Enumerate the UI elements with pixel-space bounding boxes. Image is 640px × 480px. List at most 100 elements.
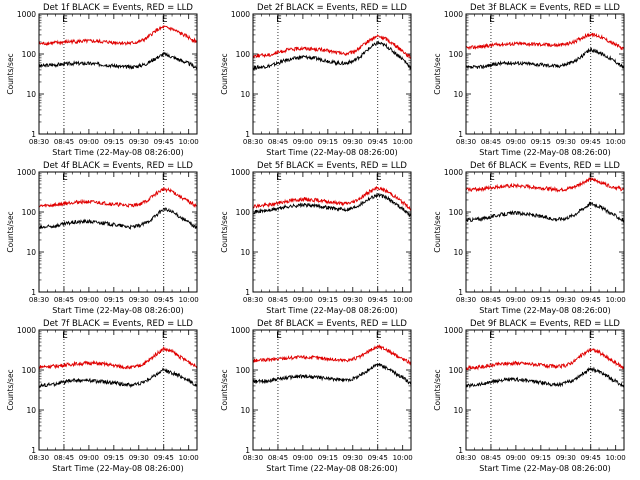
event-marker: E	[62, 15, 68, 25]
event-marker: E	[62, 331, 68, 341]
event-marker: E	[276, 15, 282, 25]
events-series-line	[252, 40, 412, 72]
lld-series-line	[252, 185, 412, 212]
y-tick-label: 10	[240, 406, 250, 415]
x-tick-label: 09:45	[581, 454, 601, 462]
event-marker: E	[376, 331, 382, 341]
chart-panel-3: Det 3f BLACK = Events, RED = LLD Counts/s…	[433, 3, 626, 157]
x-tick-label: 08:30	[243, 454, 263, 462]
x-tick-label: 08:30	[456, 296, 476, 304]
x-tick-label: 09:00	[293, 138, 313, 146]
plot-frame	[38, 171, 198, 293]
y-tick-label: 1000	[444, 10, 463, 19]
y-tick-label: 1000	[231, 10, 250, 19]
x-tick-label: 10:00	[393, 138, 413, 146]
plot-frame	[465, 329, 625, 451]
y-tick-label: 10	[26, 90, 36, 99]
x-tick-label: 09:15	[318, 296, 338, 304]
x-tick-label: 08:30	[243, 296, 263, 304]
x-tick-label: 08:30	[29, 454, 49, 462]
x-axis-label: Start Time (22-May-08 08:26:00)	[52, 148, 183, 157]
event-marker: E	[589, 15, 595, 25]
x-tick-label: 08:30	[29, 296, 49, 304]
y-tick-label: 100	[449, 366, 464, 375]
event-marker: E	[162, 15, 168, 25]
chart-title: Det 9f BLACK = Events, RED = LLD	[470, 319, 620, 329]
x-tick-label: 09:00	[79, 454, 99, 462]
x-tick-label: 10:00	[606, 138, 626, 146]
x-tick-label: 09:30	[556, 138, 576, 146]
chart-panel-9: Det 9f BLACK = Events, RED = LLD Counts/s…	[433, 319, 626, 473]
y-axis-label: Counts/sec	[433, 369, 442, 410]
x-tick-label: 09:30	[129, 138, 149, 146]
y-tick-label: 10	[453, 406, 463, 415]
y-tick-label: 1000	[17, 10, 36, 19]
x-tick-label: 09:45	[581, 296, 601, 304]
x-tick-label: 09:15	[531, 138, 551, 146]
y-tick-label: 100	[236, 366, 251, 375]
lld-series-line	[252, 33, 412, 60]
event-marker: E	[489, 173, 495, 183]
x-tick-label: 09:15	[318, 454, 338, 462]
x-tick-label: 08:45	[268, 296, 288, 304]
y-tick-label: 10	[26, 248, 36, 257]
x-tick-label: 09:30	[129, 296, 149, 304]
x-axis-label: Start Time (22-May-08 08:26:00)	[52, 306, 183, 315]
x-axis-label: Start Time (22-May-08 08:26:00)	[266, 148, 397, 157]
chart-panel-6: Det 6f BLACK = Events, RED = LLD Counts/s…	[433, 161, 626, 315]
y-tick-label: 1	[245, 130, 250, 139]
event-marker: E	[489, 331, 495, 341]
lld-series-line	[465, 177, 625, 193]
x-tick-label: 09:00	[79, 138, 99, 146]
y-axis-label: Counts/sec	[220, 369, 229, 410]
x-tick-label: 09:15	[531, 296, 551, 304]
events-series-line	[38, 207, 198, 230]
y-tick-label: 1	[458, 288, 463, 297]
y-tick-label: 10	[240, 248, 250, 257]
y-axis-label: Counts/sec	[433, 211, 442, 252]
event-marker: E	[489, 15, 495, 25]
y-tick-label: 100	[22, 50, 37, 59]
x-tick-label: 09:00	[293, 296, 313, 304]
chart-title: Det 4f BLACK = Events, RED = LLD	[43, 161, 193, 171]
x-tick-label: 09:00	[506, 138, 526, 146]
x-tick-label: 08:30	[456, 138, 476, 146]
x-tick-label: 08:45	[54, 454, 74, 462]
chart-panel-2: Det 2f BLACK = Events, RED = LLD Counts/s…	[220, 3, 413, 157]
chart-title: Det 6f BLACK = Events, RED = LLD	[470, 161, 620, 171]
x-axis-label: Start Time (22-May-08 08:26:00)	[266, 306, 397, 315]
x-tick-label: 09:30	[129, 454, 149, 462]
lld-series-line	[252, 344, 412, 366]
plot-frame	[465, 171, 625, 293]
y-axis-label: Counts/sec	[6, 369, 15, 410]
x-tick-label: 10:00	[393, 454, 413, 462]
x-tick-label: 09:45	[154, 138, 174, 146]
chart-panel-7: Det 7f BLACK = Events, RED = LLD Counts/s…	[6, 319, 199, 473]
chart-panel-8: Det 8f BLACK = Events, RED = LLD Counts/s…	[220, 319, 413, 473]
x-tick-label: 10:00	[179, 454, 199, 462]
x-tick-label: 10:00	[393, 296, 413, 304]
x-tick-label: 09:15	[531, 454, 551, 462]
y-tick-label: 100	[22, 366, 37, 375]
x-axis-label: Start Time (22-May-08 08:26:00)	[479, 306, 610, 315]
y-tick-label: 1	[31, 130, 36, 139]
event-marker: E	[62, 173, 68, 183]
x-tick-label: 08:45	[481, 138, 501, 146]
y-tick-label: 100	[236, 50, 251, 59]
x-tick-label: 08:45	[54, 138, 74, 146]
plot-frame	[252, 329, 412, 451]
plot-frame	[252, 13, 412, 135]
lld-series-line	[465, 348, 625, 371]
x-tick-label: 08:30	[29, 138, 49, 146]
chart-title: Det 8f BLACK = Events, RED = LLD	[257, 319, 407, 329]
chart-title: Det 7f BLACK = Events, RED = LLD	[43, 319, 193, 329]
plot-frame	[252, 171, 412, 293]
x-tick-label: 09:45	[368, 454, 388, 462]
chart-panel-4: Det 4f BLACK = Events, RED = LLD Counts/s…	[6, 161, 199, 315]
x-tick-label: 10:00	[179, 296, 199, 304]
y-tick-label: 100	[449, 208, 464, 217]
event-marker: E	[589, 331, 595, 341]
y-tick-label: 1000	[444, 326, 463, 335]
x-tick-label: 09:00	[506, 296, 526, 304]
